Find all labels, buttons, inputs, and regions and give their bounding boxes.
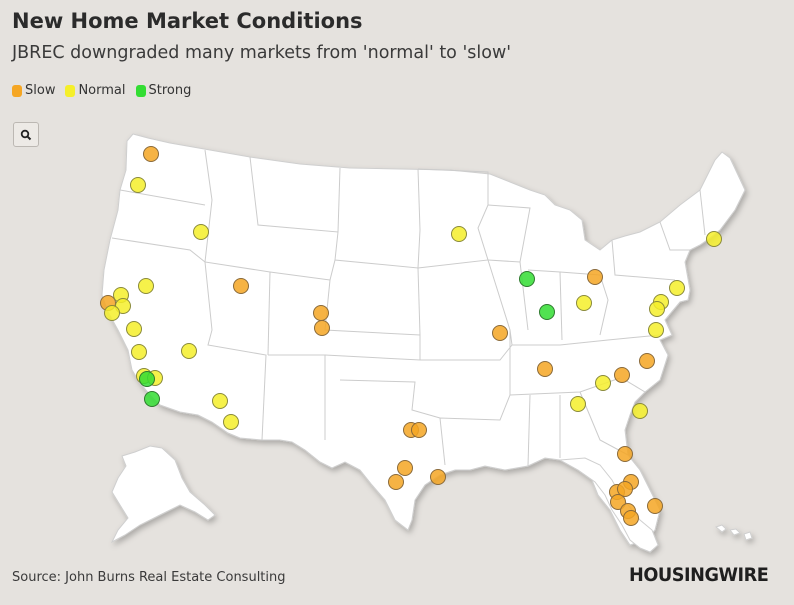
marker-slow[interactable] <box>617 446 633 462</box>
marker-normal[interactable] <box>131 344 147 360</box>
marker-slow[interactable] <box>388 474 404 490</box>
marker-normal[interactable] <box>706 231 722 247</box>
state-borders <box>111 149 706 467</box>
marker-strong[interactable] <box>539 304 555 320</box>
marker-normal[interactable] <box>126 321 142 337</box>
marker-normal[interactable] <box>138 278 154 294</box>
legend-swatch-strong <box>135 84 146 97</box>
marker-strong[interactable] <box>139 371 155 387</box>
marker-slow[interactable] <box>430 469 446 485</box>
source-note: Source: John Burns Real Estate Consultin… <box>12 570 286 585</box>
marker-slow[interactable] <box>623 510 639 526</box>
marker-slow[interactable] <box>647 498 663 514</box>
marker-slow[interactable] <box>233 278 249 294</box>
marker-normal[interactable] <box>570 396 586 412</box>
legend-item-slow[interactable]: Slow <box>12 83 55 98</box>
marker-slow[interactable] <box>411 422 427 438</box>
contiguous-us-shape <box>101 133 746 546</box>
legend-item-normal[interactable]: Normal <box>65 83 126 98</box>
legend-label-slow: Slow <box>25 83 56 98</box>
marker-normal[interactable] <box>595 375 611 391</box>
marker-normal[interactable] <box>104 305 120 321</box>
marker-slow[interactable] <box>617 481 633 497</box>
marker-slow[interactable] <box>610 494 626 510</box>
marker-slow[interactable] <box>587 269 603 285</box>
marker-normal[interactable] <box>181 343 197 359</box>
hawaii-shape <box>714 524 753 541</box>
marker-normal[interactable] <box>223 414 239 430</box>
marker-slow[interactable] <box>492 325 508 341</box>
legend: Slow Normal Strong <box>12 83 191 98</box>
housingwire-logo: HOUSINGWIRE <box>629 564 769 586</box>
marker-normal[interactable] <box>669 280 685 296</box>
marker-strong[interactable] <box>144 391 160 407</box>
marker-slow[interactable] <box>313 305 329 321</box>
marker-normal[interactable] <box>649 301 665 317</box>
marker-normal[interactable] <box>648 322 664 338</box>
marker-slow[interactable] <box>537 361 553 377</box>
legend-swatch-slow <box>12 84 22 97</box>
marker-slow[interactable] <box>614 367 630 383</box>
chart-title: New Home Market Conditions <box>12 9 363 33</box>
marker-normal[interactable] <box>451 226 467 242</box>
marker-normal[interactable] <box>632 403 648 419</box>
marker-strong[interactable] <box>519 271 535 287</box>
marker-normal[interactable] <box>193 224 209 240</box>
florida-shape <box>558 457 659 553</box>
legend-item-strong[interactable]: Strong <box>135 83 192 98</box>
zoom-button[interactable] <box>13 122 39 147</box>
marker-normal[interactable] <box>212 393 228 409</box>
marker-normal[interactable] <box>576 295 592 311</box>
marker-normal[interactable] <box>130 177 146 193</box>
legend-label-normal: Normal <box>78 83 126 98</box>
chart-subtitle: JBREC downgraded many markets from 'norm… <box>12 43 512 63</box>
marker-slow[interactable] <box>314 320 330 336</box>
marker-slow[interactable] <box>639 353 655 369</box>
alaska-shape <box>110 445 216 544</box>
us-landmass <box>101 133 753 553</box>
legend-swatch-normal <box>65 84 76 97</box>
search-icon <box>20 129 32 140</box>
market-markers <box>100 146 722 526</box>
marker-slow[interactable] <box>143 146 159 162</box>
marker-slow[interactable] <box>397 460 413 476</box>
legend-label-strong: Strong <box>148 83 192 98</box>
